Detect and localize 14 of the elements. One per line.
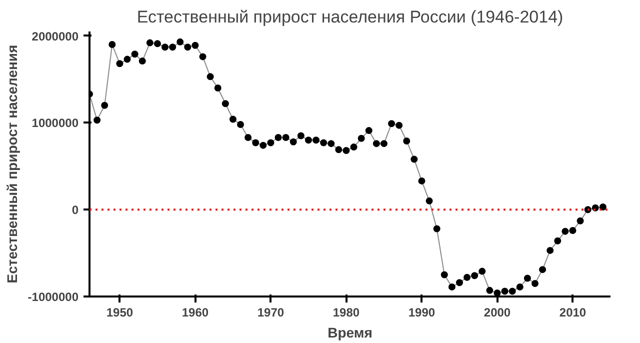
x-tick-label: 1970 bbox=[257, 306, 284, 320]
x-tick-label: 2010 bbox=[559, 306, 586, 320]
y-axis-title: Естественный прирост населения bbox=[4, 44, 20, 284]
y-tick-label: -1000000 bbox=[28, 290, 79, 304]
x-tick-label: 1960 bbox=[182, 306, 209, 320]
x-axis-title: Время bbox=[328, 324, 372, 340]
chart-title: Естественный прирост населения России (1946-2014) bbox=[136, 8, 564, 26]
x-tick-label: 1950 bbox=[106, 306, 134, 320]
x-tick-label: 1980 bbox=[332, 306, 360, 320]
y-tick-label: 1000000 bbox=[32, 116, 79, 130]
y-tick-label: 0 bbox=[72, 203, 79, 218]
y-tick-label: 2000000 bbox=[32, 29, 79, 44]
x-tick-label: 1990 bbox=[408, 306, 436, 320]
x-tick-label: 2000 bbox=[484, 306, 511, 320]
